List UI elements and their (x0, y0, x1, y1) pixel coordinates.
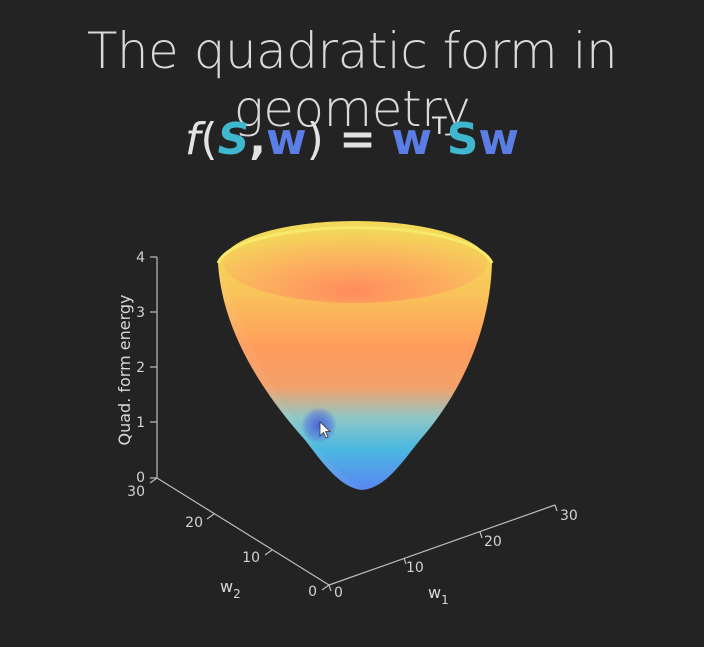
z-tick-label: 1 (136, 415, 145, 431)
x-axis-label: w1 (428, 583, 449, 607)
x-axis-label-base: w (428, 583, 441, 602)
y-axis-label-sub: 2 (233, 587, 241, 601)
z-tick-label: 0 (136, 470, 145, 486)
y-tick-label: 0 (308, 584, 317, 600)
formula: f(S,w) = wTSw (0, 112, 704, 165)
paraboloid-rim (216, 226, 494, 264)
x-tick-label: 10 (406, 560, 424, 576)
svg-text:w2: w2 (220, 577, 241, 601)
formula-w-arg: w (266, 114, 307, 165)
svg-text:w1: w1 (428, 583, 449, 607)
x-tick-labels: 0 10 20 30 (334, 508, 578, 601)
paraboloid-inner-opening (223, 221, 487, 303)
y-axis-label: w2 (220, 577, 241, 601)
z-axis-label: Quad. form energy (115, 294, 134, 445)
y-axis-label-base: w (220, 577, 233, 596)
formula-open-paren: ( (200, 114, 218, 165)
x-axis-line (328, 504, 556, 586)
y-tick-label: 10 (242, 550, 260, 566)
y-tick-label: 30 (127, 484, 145, 500)
mouse-cursor-icon (319, 421, 332, 439)
cursor-highlight (301, 407, 337, 443)
z-tick-label: 4 (136, 250, 145, 266)
x-tick-label: 30 (560, 508, 578, 524)
z-tick-labels: 4 3 2 1 0 (136, 250, 145, 486)
z-tick-label: 2 (136, 360, 145, 376)
plot-axes (149, 256, 558, 592)
formula-rhs-w: w (478, 114, 520, 165)
y-tick-labels: 30 20 10 0 (127, 484, 317, 600)
x-tick-label: 20 (484, 534, 502, 550)
formula-comma: , (249, 114, 267, 165)
formula-f: f (184, 114, 201, 165)
formula-rhs-S: S (446, 114, 479, 165)
formula-S-arg: S (217, 114, 250, 165)
y-axis-line (156, 477, 330, 586)
formula-rhs-w-transpose: w (391, 114, 433, 165)
slide-title: The quadratic form in geometry (86, 22, 618, 138)
x-axis-label-sub: 1 (441, 593, 449, 607)
formula-equals: = (339, 114, 377, 165)
z-tick-label: 3 (136, 305, 145, 321)
x-tick-label: 0 (334, 585, 343, 601)
y-tick-label: 20 (185, 515, 203, 531)
formula-close-paren: ) (306, 114, 324, 165)
formula-transpose-T: T (432, 112, 447, 140)
